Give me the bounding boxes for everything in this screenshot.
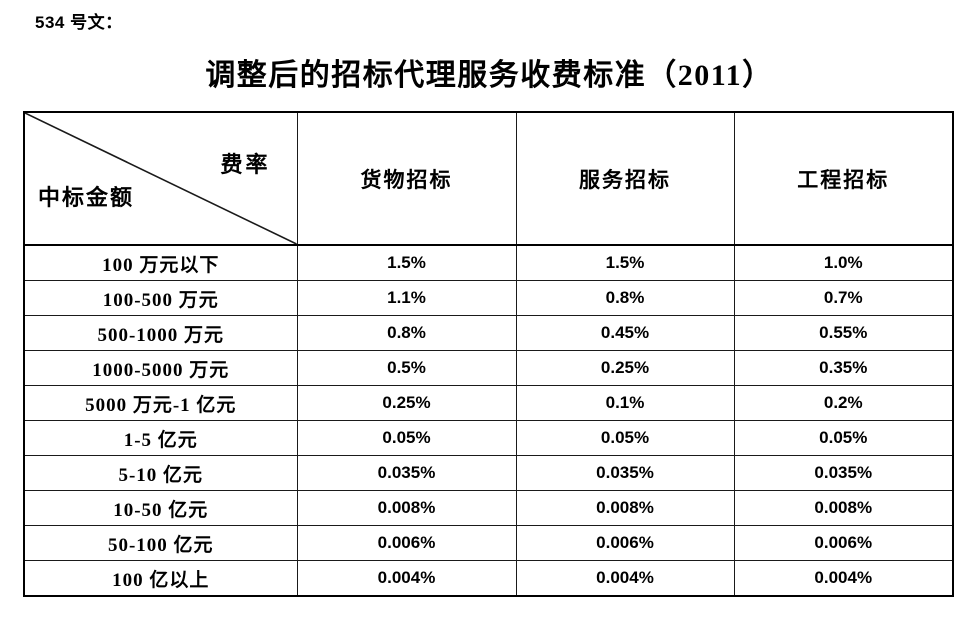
row-label: 1-5 亿元 [23,420,298,456]
table-row: 100-500 万元 1.1% 0.8% 0.7% [23,280,954,316]
table-row: 50-100 亿元 0.006% 0.006% 0.006% [23,525,954,561]
table-row: 10-50 亿元 0.008% 0.008% 0.008% [23,490,954,526]
rate-cell: 0.45% [515,315,735,351]
rate-cell: 0.8% [296,315,517,351]
rate-cell: 1.1% [296,280,517,316]
table-row: 1-5 亿元 0.05% 0.05% 0.05% [23,420,954,456]
rate-cell: 0.8% [515,280,735,316]
rate-cell: 0.006% [733,525,954,561]
rate-cell: 0.05% [515,420,735,456]
row-label: 1000-5000 万元 [23,350,298,386]
row-label: 100 万元以下 [23,244,298,281]
table-row: 5-10 亿元 0.035% 0.035% 0.035% [23,455,954,491]
rate-cell: 0.004% [515,560,735,597]
rate-cell: 1.5% [515,244,735,281]
rate-cell: 0.006% [515,525,735,561]
rate-cell: 0.008% [733,490,954,526]
rate-cell: 0.006% [296,525,517,561]
table-row: 1000-5000 万元 0.5% 0.25% 0.35% [23,350,954,386]
rate-cell: 0.5% [296,350,517,386]
row-label: 10-50 亿元 [23,490,298,526]
rate-cell: 0.2% [733,385,954,421]
column-header-engineering: 工程招标 [733,111,954,246]
corner-header-cell: 费率 中标金额 [23,111,298,246]
column-header-services: 服务招标 [515,111,735,246]
table-header-row: 费率 中标金额 货物招标 服务招标 工程招标 [23,111,954,246]
rate-cell: 0.05% [733,420,954,456]
rate-cell: 0.004% [733,560,954,597]
column-header-goods: 货物招标 [296,111,517,246]
row-label: 5000 万元-1 亿元 [23,385,298,421]
row-label: 500-1000 万元 [23,315,298,351]
rate-cell: 0.035% [733,455,954,491]
rate-cell: 0.55% [733,315,954,351]
page-title: 调整后的招标代理服务收费标准（2011） [205,59,774,92]
rate-cell: 0.035% [296,455,517,491]
rate-cell: 0.004% [296,560,517,597]
row-label: 5-10 亿元 [23,455,298,491]
corner-label-amount: 中标金额 [38,185,135,210]
rate-cell: 0.1% [515,385,735,421]
diagonal-line [25,113,297,244]
table-row: 5000 万元-1 亿元 0.25% 0.1% 0.2% [23,385,954,421]
row-label: 50-100 亿元 [23,525,298,561]
corner-label-rate: 费率 [220,152,271,177]
doc-number: 534 号文： [35,13,123,32]
rate-cell: 0.25% [296,385,517,421]
rate-cell: 0.05% [296,420,517,456]
rate-cell: 0.25% [515,350,735,386]
row-label: 100-500 万元 [23,280,298,316]
row-label: 100 亿以上 [23,560,298,597]
rate-cell: 1.0% [733,244,954,281]
table-row: 500-1000 万元 0.8% 0.45% 0.55% [23,315,954,351]
table-row: 100 亿以上 0.004% 0.004% 0.004% [23,560,954,597]
rate-cell: 0.35% [733,350,954,386]
rate-cell: 0.035% [515,455,735,491]
rate-cell: 0.008% [515,490,735,526]
fee-rate-table: 费率 中标金额 货物招标 服务招标 工程招标 100 万元以下 1.5% 1.5… [23,111,954,597]
rate-cell: 1.5% [296,244,517,281]
table-row: 100 万元以下 1.5% 1.5% 1.0% [23,244,954,281]
rate-cell: 0.008% [296,490,517,526]
rate-cell: 0.7% [733,280,954,316]
